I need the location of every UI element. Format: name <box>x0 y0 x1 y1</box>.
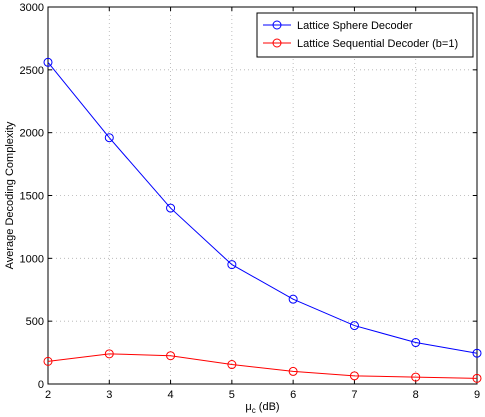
axis-ticks: 2 3 4 5 6 7 8 9 0 500 1000 1500 2000 2500 3000 <box>20 2 481 401</box>
x-tick-label: 7 <box>351 389 357 401</box>
y-tick-label: 1000 <box>20 253 44 265</box>
y-tick-label: 2500 <box>20 65 44 77</box>
data-point <box>227 260 237 270</box>
legend-item: Lattice Sphere Decoder <box>263 20 413 32</box>
data-point <box>411 372 421 382</box>
legend-marker <box>272 20 282 30</box>
y-axis-label: Average Decoding Complexity <box>4 121 16 269</box>
data-point <box>166 351 176 361</box>
y-tick-label: 3000 <box>20 2 44 14</box>
x-axis-label-subscript: c <box>252 406 256 415</box>
data-point <box>288 294 298 304</box>
data-point <box>227 360 237 370</box>
x-tick-label: 5 <box>229 389 235 401</box>
y-tick-label: 2000 <box>20 128 44 140</box>
data-point <box>349 321 359 331</box>
x-tick-label: 4 <box>168 389 174 401</box>
x-tick-label: 2 <box>45 389 51 401</box>
data-point <box>288 366 298 376</box>
series-line <box>47 61 478 354</box>
grid <box>48 7 477 384</box>
data-point <box>104 133 114 143</box>
x-tick-label: 6 <box>290 389 296 401</box>
legend-marker <box>272 38 282 48</box>
x-axis-label-main: μ <box>245 401 251 413</box>
y-tick-label: 0 <box>38 379 44 391</box>
data-point <box>43 356 53 366</box>
x-axis-label: μc (dB) <box>245 401 279 415</box>
data-point <box>166 203 176 213</box>
x-tick-label: 8 <box>413 389 419 401</box>
legend-item: Lattice Sequential Decoder (b=1) <box>263 38 458 50</box>
x-axis-label-tail: (dB) <box>256 401 280 413</box>
series-line <box>47 353 478 379</box>
legend-label: Lattice Sequential Decoder (b=1) <box>297 38 458 50</box>
series-layer <box>43 57 482 383</box>
legend-box <box>256 12 474 58</box>
data-point <box>472 348 482 358</box>
series-1 <box>43 57 482 358</box>
data-point <box>349 371 359 381</box>
y-tick-label: 1500 <box>20 191 44 203</box>
data-point <box>411 338 421 348</box>
y-tick-label: 500 <box>26 316 44 328</box>
data-point <box>104 349 114 359</box>
data-point <box>472 373 482 383</box>
legend: Lattice Sphere Decoder Lattice Sequential… <box>256 12 474 58</box>
x-tick-label: 9 <box>474 389 480 401</box>
legend-label: Lattice Sphere Decoder <box>297 20 413 32</box>
series-2 <box>43 349 482 383</box>
x-tick-label: 3 <box>106 389 112 401</box>
data-point <box>43 57 53 67</box>
